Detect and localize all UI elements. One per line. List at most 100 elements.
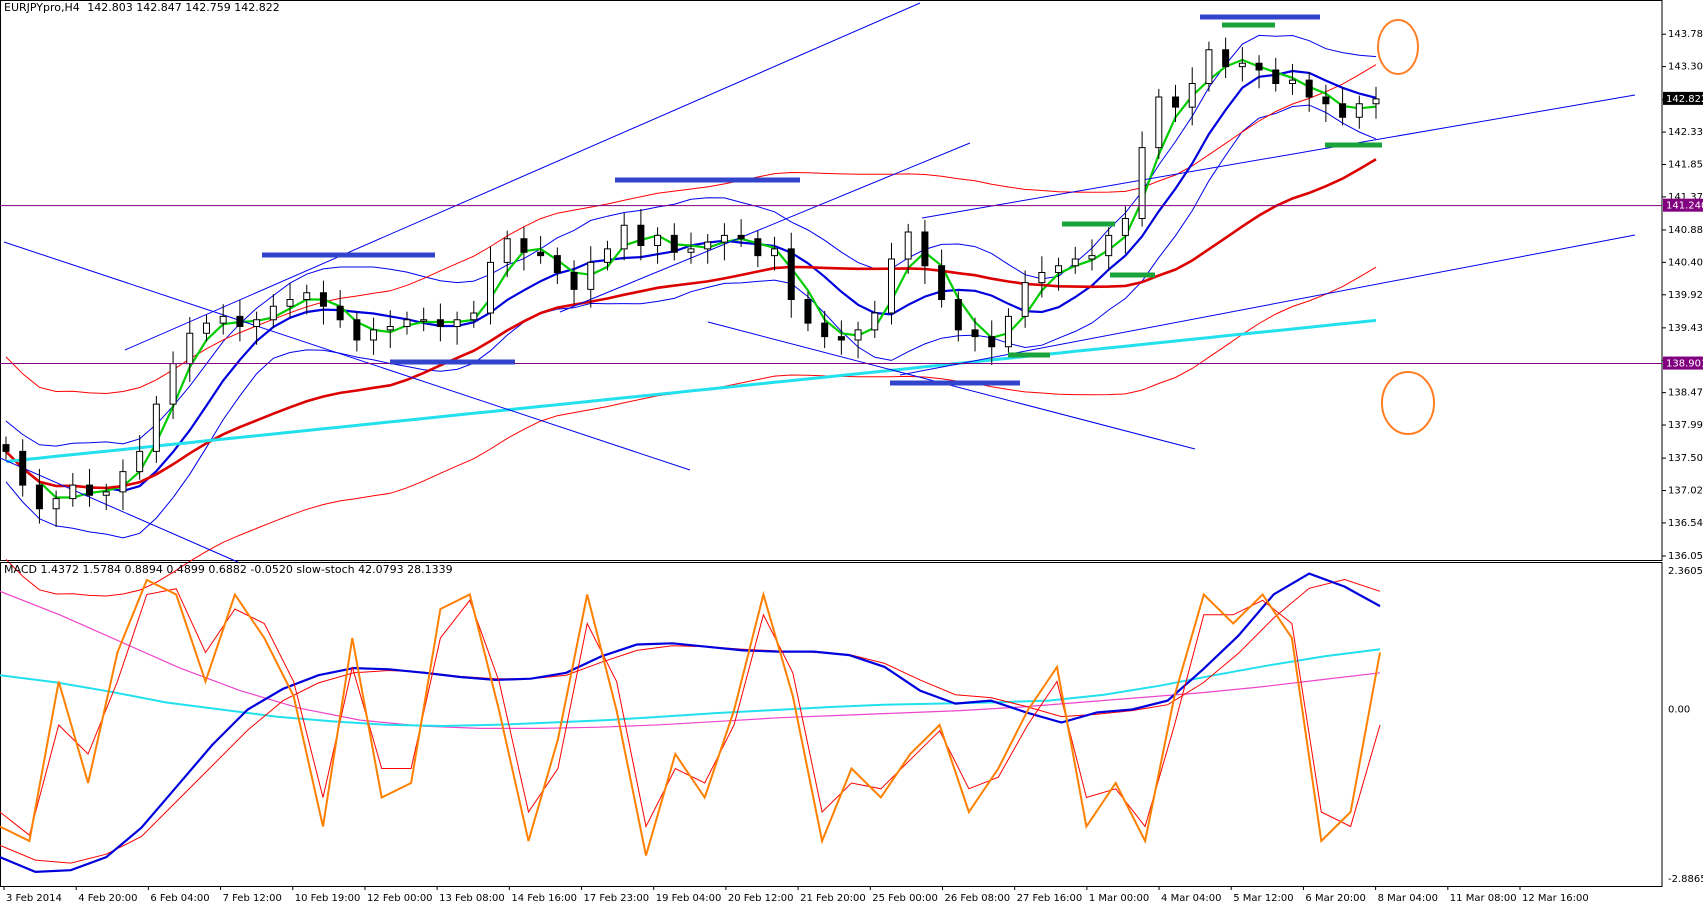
price-label-text: 141.240 [1666, 201, 1703, 212]
price-tick-label: 136.540 [1668, 518, 1703, 529]
date-label: 27 Feb 16:00 [1017, 893, 1083, 904]
candle-body [370, 329, 378, 341]
bollinger-bands [5, 34, 1377, 597]
candle-body [420, 319, 428, 322]
candle-body [35, 484, 43, 510]
trendlines [0, 2, 1636, 564]
candle-body [787, 248, 795, 300]
candle-body [887, 258, 895, 314]
candle-body [1138, 147, 1146, 219]
price-tick-label: 143.300 [1668, 62, 1703, 73]
date-label: 10 Feb 19:00 [295, 893, 361, 904]
red-envelope-lower [5, 266, 1377, 597]
candle-body [570, 272, 578, 290]
candle-body [1372, 98, 1380, 105]
price-label-text: 138.901 [1666, 359, 1703, 370]
date-axis: 3 Feb 2014 4 Feb 20:00 6 Feb 04:00 7 Feb 12… [3, 886, 1589, 904]
candle-body [871, 312, 879, 331]
candle-body [938, 265, 946, 300]
symbol-label: EURJPYpro,H4 [4, 1, 80, 14]
horizontal-levels [0, 205, 1662, 365]
price-tick-label: 137.990 [1668, 420, 1703, 431]
candle-body [1339, 103, 1347, 118]
green-ma-line [5, 58, 1377, 499]
macd-line [0, 572, 1381, 874]
date-label: 6 Feb 04:00 [150, 893, 209, 904]
candle-body [670, 234, 678, 253]
candle-body [1071, 258, 1079, 267]
blue-ma-line [5, 69, 1377, 493]
candle-body [1038, 272, 1046, 284]
candles [2, 37, 1380, 527]
sub-frame [0, 562, 1663, 887]
candle-body [1055, 265, 1063, 273]
date-label: 7 Feb 12:00 [223, 893, 282, 904]
price-tick-label: 136.050 [1668, 551, 1703, 562]
moving-averages [5, 58, 1377, 499]
candle-body [2, 444, 10, 452]
date-label: 11 Mar 08:00 [1450, 893, 1517, 904]
date-label: 21 Feb 20:00 [800, 893, 866, 904]
date-label: 14 Feb 16:00 [511, 893, 577, 904]
candle-body [1205, 49, 1213, 84]
date-label: 4 Feb 20:00 [78, 893, 137, 904]
candle-body [1105, 234, 1113, 257]
stoch-signal-line [0, 588, 1381, 837]
candle-body [804, 299, 812, 324]
candle-body [737, 234, 745, 240]
candle-body [319, 292, 327, 307]
price-tick-label: 143.780 [1668, 29, 1703, 40]
macd-tick-label: -2.8865 [1668, 874, 1703, 885]
date-label: 4 Mar 04:00 [1161, 893, 1221, 904]
macd-stoch-panel [0, 562, 1663, 887]
price-tick-label: 139.920 [1668, 290, 1703, 301]
candle-body [1155, 96, 1163, 149]
price-label-box [1663, 198, 1703, 212]
candle-body [503, 238, 511, 263]
candle-body [687, 248, 695, 253]
candle-body [771, 248, 779, 257]
stoch-main-line [0, 578, 1381, 856]
red-ma-line [5, 158, 1377, 490]
price-tick-label: 141.850 [1668, 160, 1703, 171]
candle-body [186, 332, 194, 365]
candle-body [336, 305, 344, 321]
trendline [124, 2, 921, 351]
candle-body [1188, 83, 1196, 108]
candle-body [1121, 218, 1129, 236]
indicator-values: MACD 1.4372 1.5784 0.8894 0.4899 0.6882 … [4, 563, 453, 576]
date-label: 6 Mar 20:00 [1305, 893, 1365, 904]
candle-body [1021, 282, 1029, 317]
candle-body [303, 292, 311, 300]
cyan-ma-line [5, 318, 1377, 463]
price-tick-label: 141.370 [1668, 192, 1703, 203]
candle-body [436, 319, 444, 327]
macd-tick-label: 0.00 [1668, 704, 1690, 715]
candle-body [470, 312, 478, 321]
red-envelope-upper [5, 64, 1377, 395]
price-tick-label: 140.880 [1668, 225, 1703, 236]
candle-body [1238, 62, 1246, 68]
candle-body [587, 261, 595, 290]
candle-body [537, 251, 545, 257]
trendline [921, 94, 1636, 219]
candle-body [988, 336, 996, 348]
candle-body [520, 238, 528, 253]
candle-body [269, 305, 277, 321]
candle-body [1322, 96, 1330, 105]
candle-body [921, 231, 929, 267]
candle-body [136, 450, 144, 473]
cyan-macd-ma-line [0, 648, 1381, 728]
price-tick-label: 138.470 [1668, 388, 1703, 399]
candle-body [1088, 255, 1096, 260]
trendline [3, 241, 691, 471]
symbol-header: EURJPYpro,H4 142.803 142.847 142.759 142… [4, 1, 280, 14]
candle-body [453, 319, 461, 327]
bb-lower-line [5, 104, 1377, 539]
date-label: 12 Mar 16:00 [1522, 893, 1589, 904]
price-label-box [1663, 91, 1703, 105]
candle-body [353, 319, 361, 341]
price-axis: 143.780143.300142.810142.330141.850141.3… [1662, 29, 1703, 885]
candle-body [720, 234, 728, 243]
